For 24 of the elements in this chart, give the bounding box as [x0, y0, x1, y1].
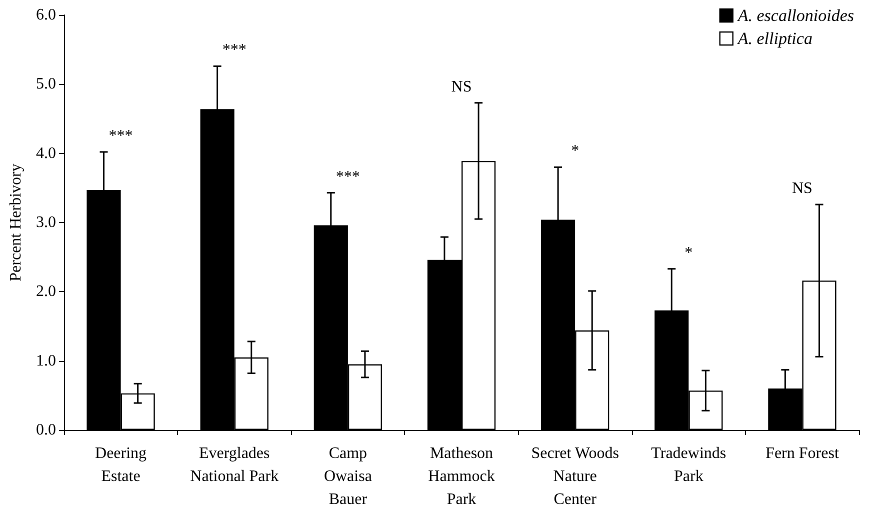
x-tick-label: Camp Owaisa Bauer	[324, 445, 372, 508]
x-tick-label: Deering Estate	[95, 445, 147, 485]
x-tick-label: Everglades National Park	[190, 445, 279, 485]
y-tick-label: 4.0	[36, 144, 56, 162]
legend-label: A. elliptica	[736, 29, 812, 48]
annotation: *	[684, 244, 693, 262]
annotation: ***	[336, 168, 360, 186]
legend-label: A. escallonioides	[736, 6, 854, 25]
x-tick-label: Fern Forest	[766, 445, 840, 462]
y-tick-label: 6.0	[36, 6, 56, 24]
annotation: ***	[108, 127, 133, 144]
x-tick-label: Secret Woods Nature Center	[531, 445, 619, 508]
y-tick-label: 1.0	[36, 352, 56, 370]
annotation: NS	[792, 180, 812, 198]
annotation: ***	[222, 42, 246, 59]
y-tick-label: 2.0	[36, 283, 56, 300]
y-tick-label: 5.0	[36, 76, 56, 93]
y-tick-label: 0.0	[36, 422, 56, 438]
y-tick-label: 3.0	[36, 214, 56, 231]
x-tick-label: Matheson Hammock Park	[428, 445, 495, 508]
x-tick-label: Tradewinds Park	[651, 445, 726, 485]
y-axis-title: Percent Herbivory	[8, 164, 24, 282]
annotation: NS	[451, 78, 472, 96]
annotation: *	[571, 142, 580, 160]
